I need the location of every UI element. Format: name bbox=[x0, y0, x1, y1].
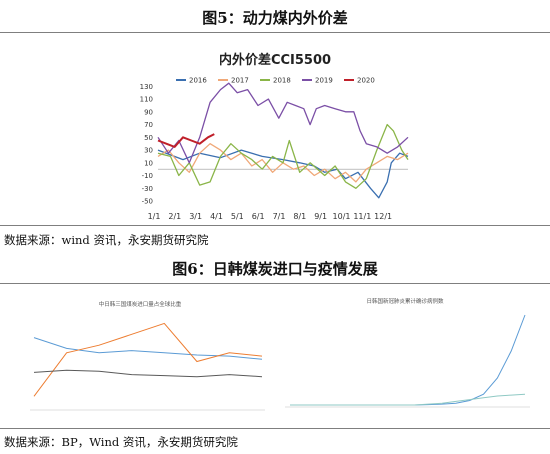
spread-x-tick-label: 10/1 bbox=[333, 212, 351, 221]
spread-x-tick-label: 12/1 bbox=[374, 212, 392, 221]
spread-y-tick-label: 70 bbox=[144, 121, 153, 129]
import-share-chart: 中日韩三国煤炭进口量占全球比重 bbox=[30, 300, 265, 411]
spread-chart-title: 内外价差CCI5500 bbox=[219, 52, 331, 68]
legend-label-2017: 2017 bbox=[231, 77, 249, 85]
figure-6-bottom-rule bbox=[0, 428, 550, 429]
spread-x-tick-label: 7/1 bbox=[273, 212, 286, 221]
spread-y-tick-label: 10 bbox=[144, 159, 153, 167]
spread-chart: 内外价差CCI5500 2016 2017 2018 2019 2020 -50-30-… bbox=[140, 52, 409, 221]
spread-x-tick-label: 2/1 bbox=[168, 212, 181, 221]
figure-6-title: 图6：日韩煤炭进口与疫情发展 bbox=[172, 260, 378, 278]
spread-x-tick-label: 6/1 bbox=[252, 212, 265, 221]
covid-cases-chart-title: 日韩国新冠肺炎累计确诊病例数 bbox=[366, 297, 444, 305]
spread-x-tick-label: 5/1 bbox=[231, 212, 244, 221]
legend-label-2016: 2016 bbox=[189, 77, 207, 85]
figure-6-top-rule bbox=[0, 283, 550, 284]
spread-y-tick-label: -50 bbox=[142, 198, 153, 206]
import-share-chart-title: 中日韩三国煤炭进口量占全球比重 bbox=[99, 300, 182, 308]
spread-x-tick-label: 8/1 bbox=[293, 212, 306, 221]
figure-5-source: 数据来源：wind 资讯，永安期货研究院 bbox=[4, 233, 209, 247]
spread-x-tick-label: 11/1 bbox=[353, 212, 371, 221]
spread-y-tick-label: 30 bbox=[144, 147, 153, 155]
spread-x-tick-label: 3/1 bbox=[189, 212, 202, 221]
covid-cases-series-1 bbox=[290, 393, 526, 406]
spread-y-tick-label: -30 bbox=[142, 185, 153, 193]
import-share-series-1 bbox=[33, 322, 263, 397]
figure-5-top-rule bbox=[0, 32, 550, 33]
spread-y-tick-label: 50 bbox=[144, 134, 153, 142]
spread-y-tick-label: -10 bbox=[142, 172, 153, 180]
covid-cases-chart-lines bbox=[290, 314, 526, 406]
import-share-series-2 bbox=[33, 369, 263, 378]
covid-cases-series-0 bbox=[290, 314, 526, 406]
spread-x-tick-label: 9/1 bbox=[314, 212, 327, 221]
covid-cases-chart: 日韩国新冠肺炎累计确诊病例数 bbox=[285, 297, 530, 408]
spread-chart-lines bbox=[157, 82, 409, 199]
series-line-2019 bbox=[157, 82, 409, 164]
spread-y-tick-label: 90 bbox=[144, 108, 153, 116]
figure-5-bottom-rule bbox=[0, 225, 550, 226]
import-share-chart-lines bbox=[33, 322, 263, 397]
spread-chart-legend: 2016 2017 2018 2019 2020 bbox=[176, 77, 375, 85]
spread-chart-axes: -50 -30 -10 10 30 50 70 90 110 130 1/1 2/1 3/1 4/1 5/1… bbox=[140, 83, 408, 221]
spread-x-tick-label: 4/1 bbox=[210, 212, 223, 221]
spread-y-tick-label: 110 bbox=[140, 96, 153, 104]
series-line-2018 bbox=[157, 123, 409, 189]
figure-6-source: 数据来源：BP，Wind 资讯，永安期货研究院 bbox=[4, 435, 238, 449]
legend-label-2018: 2018 bbox=[273, 77, 291, 85]
series-line-2016 bbox=[157, 149, 409, 199]
import-share-series-0 bbox=[33, 337, 263, 360]
spread-y-tick-label: 130 bbox=[140, 83, 153, 91]
series-line-2020 bbox=[157, 133, 215, 148]
figure-5-title: 图5：动力煤内外价差 bbox=[202, 9, 348, 27]
legend-label-2020: 2020 bbox=[357, 77, 375, 85]
legend-label-2019: 2019 bbox=[315, 77, 333, 85]
spread-x-tick-label: 1/1 bbox=[148, 212, 161, 221]
